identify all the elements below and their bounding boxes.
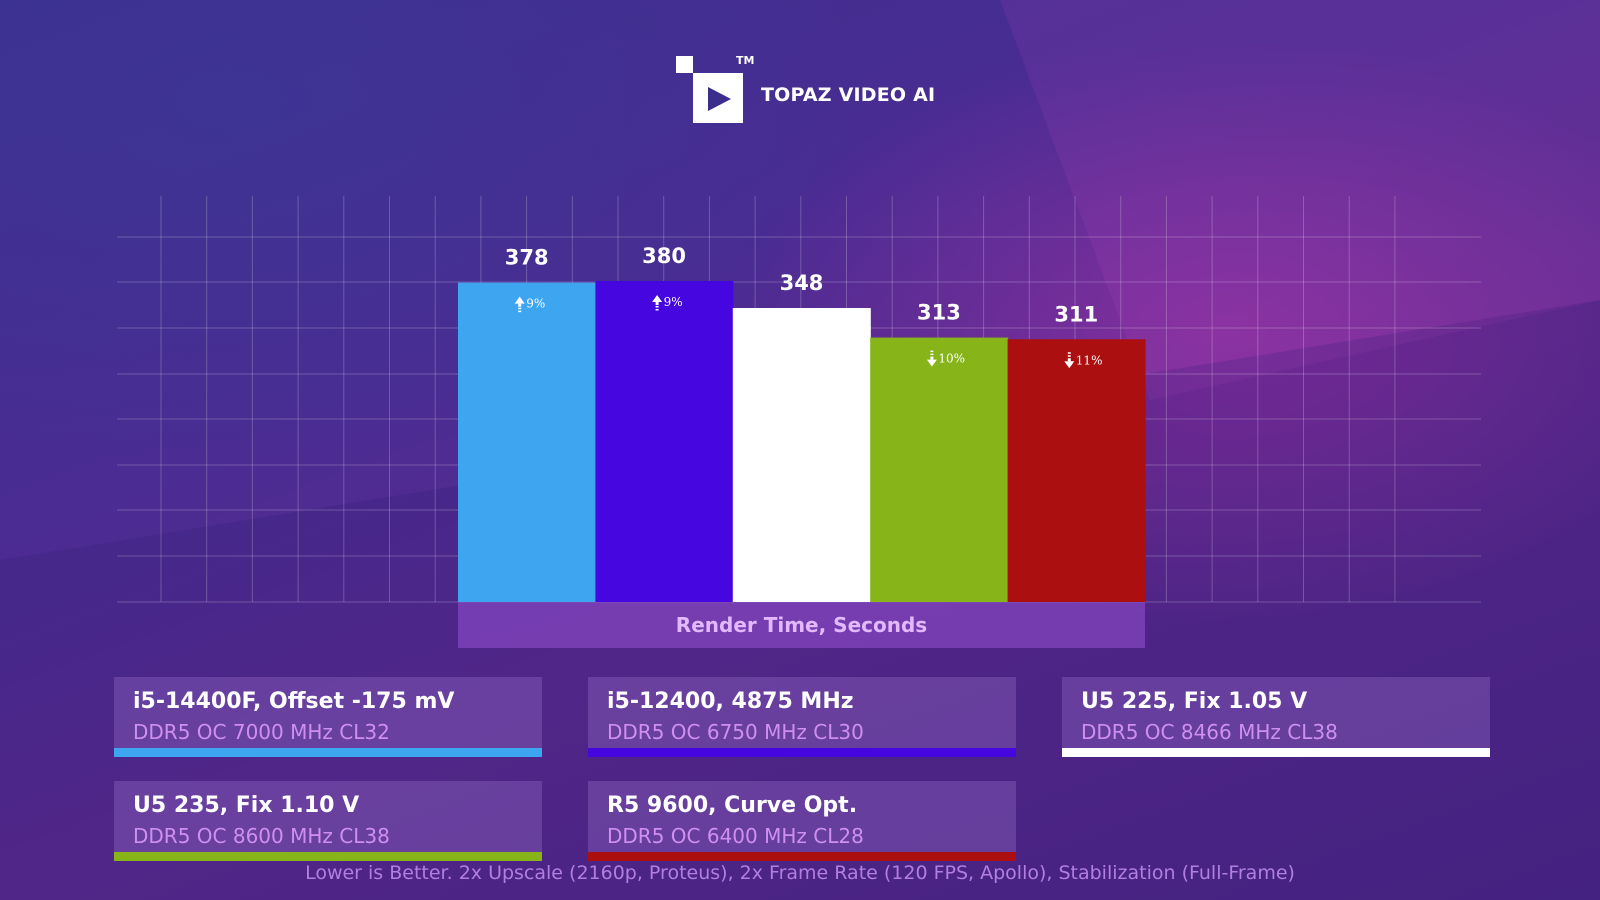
arrow-up-icon xyxy=(514,296,525,313)
legend-subtitle: DDR5 OC 8466 MHz CL38 xyxy=(1081,720,1338,744)
bar-value-label: 311 xyxy=(1054,302,1098,326)
arrow-down-icon xyxy=(926,350,937,367)
bar-change-label: 9% xyxy=(526,297,545,311)
arrow-head xyxy=(1064,361,1075,369)
bar-change-label: 11% xyxy=(1076,353,1103,367)
legend-color-bar xyxy=(588,852,1016,861)
arrow-stem xyxy=(1067,355,1071,357)
legend-title: U5 225, Fix 1.05 V xyxy=(1081,689,1308,714)
legend-color-bar xyxy=(114,852,542,861)
logo-square-small xyxy=(676,56,693,73)
bar-value-label: 378 xyxy=(505,246,549,270)
legend-color-bar xyxy=(588,748,1016,757)
arrow-stem xyxy=(655,305,659,308)
bar-value-label: 380 xyxy=(642,244,686,268)
arrow-stem xyxy=(518,307,522,310)
legend-title: i5-12400, 4875 MHz xyxy=(607,689,854,714)
bar-change-label: 10% xyxy=(938,352,965,366)
trademark-mark: TM xyxy=(736,54,755,67)
play-icon xyxy=(693,73,743,123)
arrow-stem xyxy=(518,310,522,313)
x-axis-label: Render Time, Seconds xyxy=(458,602,1145,648)
footnote: Lower is Better. 2x Upscale (2160p, Prot… xyxy=(305,862,1295,884)
bar xyxy=(458,282,596,602)
bar xyxy=(1007,339,1146,602)
arrow-stem xyxy=(655,301,659,305)
arrow-stem xyxy=(930,350,934,353)
legend-item: R5 9600, Curve Opt. DDR5 OC 6400 MHz CL2… xyxy=(588,781,1016,861)
arrow-head xyxy=(926,359,937,367)
legend-subtitle: DDR5 OC 7000 MHz CL32 xyxy=(133,720,390,744)
arrow-up-icon xyxy=(652,294,663,311)
legend-item: i5-12400, 4875 MHz DDR5 OC 6750 MHz CL30 xyxy=(588,677,1016,757)
legend-subtitle: DDR5 OC 6400 MHz CL28 xyxy=(607,824,864,848)
arrow-head xyxy=(514,296,525,304)
arrow-stem xyxy=(1067,352,1071,354)
arrow-down-icon xyxy=(1064,352,1075,369)
legend-title: i5-14400F, Offset -175 mV xyxy=(133,689,455,714)
brand-name: TOPAZ VIDEO AI xyxy=(761,84,936,106)
bars xyxy=(458,280,1146,602)
legend-item: i5-14400F, Offset -175 mV DDR5 OC 7000 M… xyxy=(114,677,542,757)
arrow-head xyxy=(652,294,663,302)
bar xyxy=(870,337,1009,602)
legend-subtitle: DDR5 OC 6750 MHz CL30 xyxy=(607,720,864,744)
arrow-stem xyxy=(1067,358,1071,362)
legend-title: U5 235, Fix 1.10 V xyxy=(133,793,360,818)
legend-title: R5 9600, Curve Opt. xyxy=(607,793,858,818)
arrow-stem xyxy=(930,356,934,360)
bar xyxy=(595,280,734,602)
legend-color-bar xyxy=(114,748,542,757)
legend-subtitle: DDR5 OC 8600 MHz CL38 xyxy=(133,824,390,848)
legend-item: U5 225, Fix 1.05 V DDR5 OC 8466 MHz CL38 xyxy=(1062,677,1490,757)
bar-labels: 378 9% 380 9% 348 313 10% 311 11% xyxy=(505,244,1103,369)
bar-value-label: 348 xyxy=(780,271,824,295)
arrow-stem xyxy=(930,353,934,356)
legend-color-bar xyxy=(1062,748,1490,757)
arrow-stem xyxy=(655,308,659,311)
bar xyxy=(732,308,871,602)
bar-change-label: 9% xyxy=(664,295,683,309)
bar-value-label: 313 xyxy=(917,301,961,325)
legend-item: U5 235, Fix 1.10 V DDR5 OC 8600 MHz CL38 xyxy=(114,781,542,861)
arrow-stem xyxy=(518,303,522,307)
topaz-logo: TM TOPAZ VIDEO AI xyxy=(676,54,956,124)
